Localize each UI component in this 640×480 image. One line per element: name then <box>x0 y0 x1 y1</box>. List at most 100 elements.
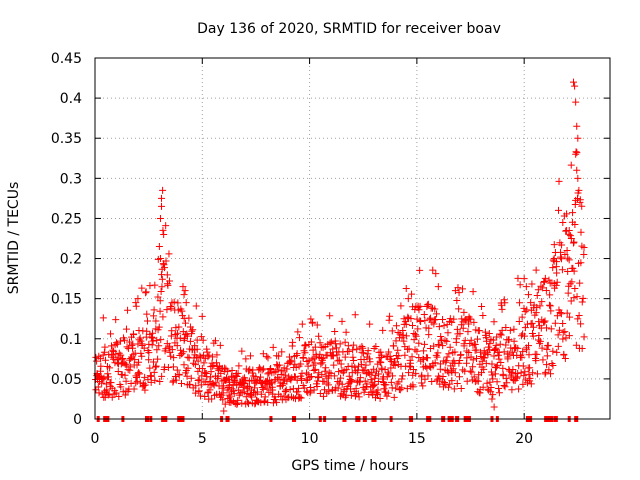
data-point <box>121 360 129 368</box>
data-point <box>553 348 561 356</box>
data-point <box>570 267 578 275</box>
data-point <box>452 335 460 343</box>
data-point <box>555 206 562 214</box>
data-point <box>325 369 333 377</box>
data-point <box>571 284 579 292</box>
data-point <box>543 361 551 369</box>
data-point <box>564 254 572 262</box>
data-point <box>559 335 567 343</box>
data-point <box>375 370 383 378</box>
data-point <box>307 373 315 381</box>
data-point <box>457 321 465 329</box>
y-tick-label: 0.1 <box>60 332 82 348</box>
data-point <box>348 376 356 384</box>
data-point <box>578 298 586 306</box>
data-point <box>183 332 191 340</box>
data-point <box>407 315 415 323</box>
data-point <box>306 374 314 382</box>
data-point <box>566 313 574 321</box>
data-point <box>315 369 323 377</box>
data-point <box>337 374 345 382</box>
data-point <box>112 316 120 324</box>
data-point <box>135 336 143 344</box>
data-point <box>206 386 214 394</box>
data-point <box>198 312 206 320</box>
data-point <box>516 281 524 289</box>
data-point <box>208 353 216 361</box>
data-point <box>533 303 541 311</box>
data-point <box>580 251 588 259</box>
data-point <box>430 320 438 328</box>
data-point <box>219 389 227 397</box>
data-point <box>307 387 315 395</box>
data-point <box>151 376 159 384</box>
data-point <box>257 399 265 407</box>
data-point <box>275 361 283 369</box>
data-point <box>121 391 129 399</box>
data-point <box>283 365 291 373</box>
data-point <box>378 351 386 359</box>
data-point <box>460 308 468 316</box>
data-point <box>529 369 537 377</box>
data-point <box>520 372 528 380</box>
data-point <box>99 375 107 383</box>
data-point <box>387 378 395 386</box>
data-point <box>542 287 550 295</box>
data-point <box>459 285 467 293</box>
data-point <box>444 383 452 391</box>
data-point <box>134 295 142 303</box>
data-point <box>550 241 558 249</box>
data-point <box>416 302 424 310</box>
data-point <box>572 341 580 349</box>
data-point <box>443 337 451 345</box>
data-point <box>335 356 343 364</box>
data-point <box>146 364 154 372</box>
data-point <box>350 357 358 365</box>
data-point <box>490 403 498 411</box>
data-point <box>495 385 503 393</box>
data-point <box>99 314 107 322</box>
data-point <box>416 266 424 274</box>
data-point <box>180 348 188 356</box>
data-point <box>160 261 168 269</box>
data-point <box>532 266 540 274</box>
data-point <box>429 266 437 274</box>
data-point <box>563 309 571 317</box>
data-point <box>244 398 252 406</box>
data-point <box>172 324 180 332</box>
data-point <box>515 318 523 326</box>
data-point <box>385 316 393 324</box>
data-point <box>575 186 583 194</box>
data-point <box>203 345 211 353</box>
data-point <box>371 380 379 388</box>
data-point <box>173 342 181 350</box>
x-tick-label: 20 <box>515 431 533 447</box>
data-point <box>519 380 527 388</box>
data-point <box>433 310 441 318</box>
data-point <box>291 373 299 381</box>
data-point <box>400 337 408 345</box>
data-point <box>419 382 427 390</box>
data-point <box>341 353 349 361</box>
data-point <box>298 320 306 328</box>
x-tick-label: 15 <box>408 431 426 447</box>
x-tick-label: 5 <box>198 431 207 447</box>
data-point <box>216 341 224 349</box>
data-point <box>173 366 181 374</box>
data-point <box>313 382 321 390</box>
data-point <box>431 359 439 367</box>
data-point <box>106 364 114 372</box>
data-point <box>573 166 581 174</box>
data-point <box>345 347 353 355</box>
data-point <box>459 324 467 332</box>
data-point <box>370 365 378 373</box>
data-point <box>160 230 168 238</box>
x-axis-label: GPS time / hours <box>291 458 408 474</box>
data-point <box>193 345 201 353</box>
data-point <box>487 368 495 376</box>
data-point <box>549 362 557 370</box>
data-point <box>386 312 394 320</box>
data-point <box>369 387 377 395</box>
data-point <box>487 384 495 392</box>
